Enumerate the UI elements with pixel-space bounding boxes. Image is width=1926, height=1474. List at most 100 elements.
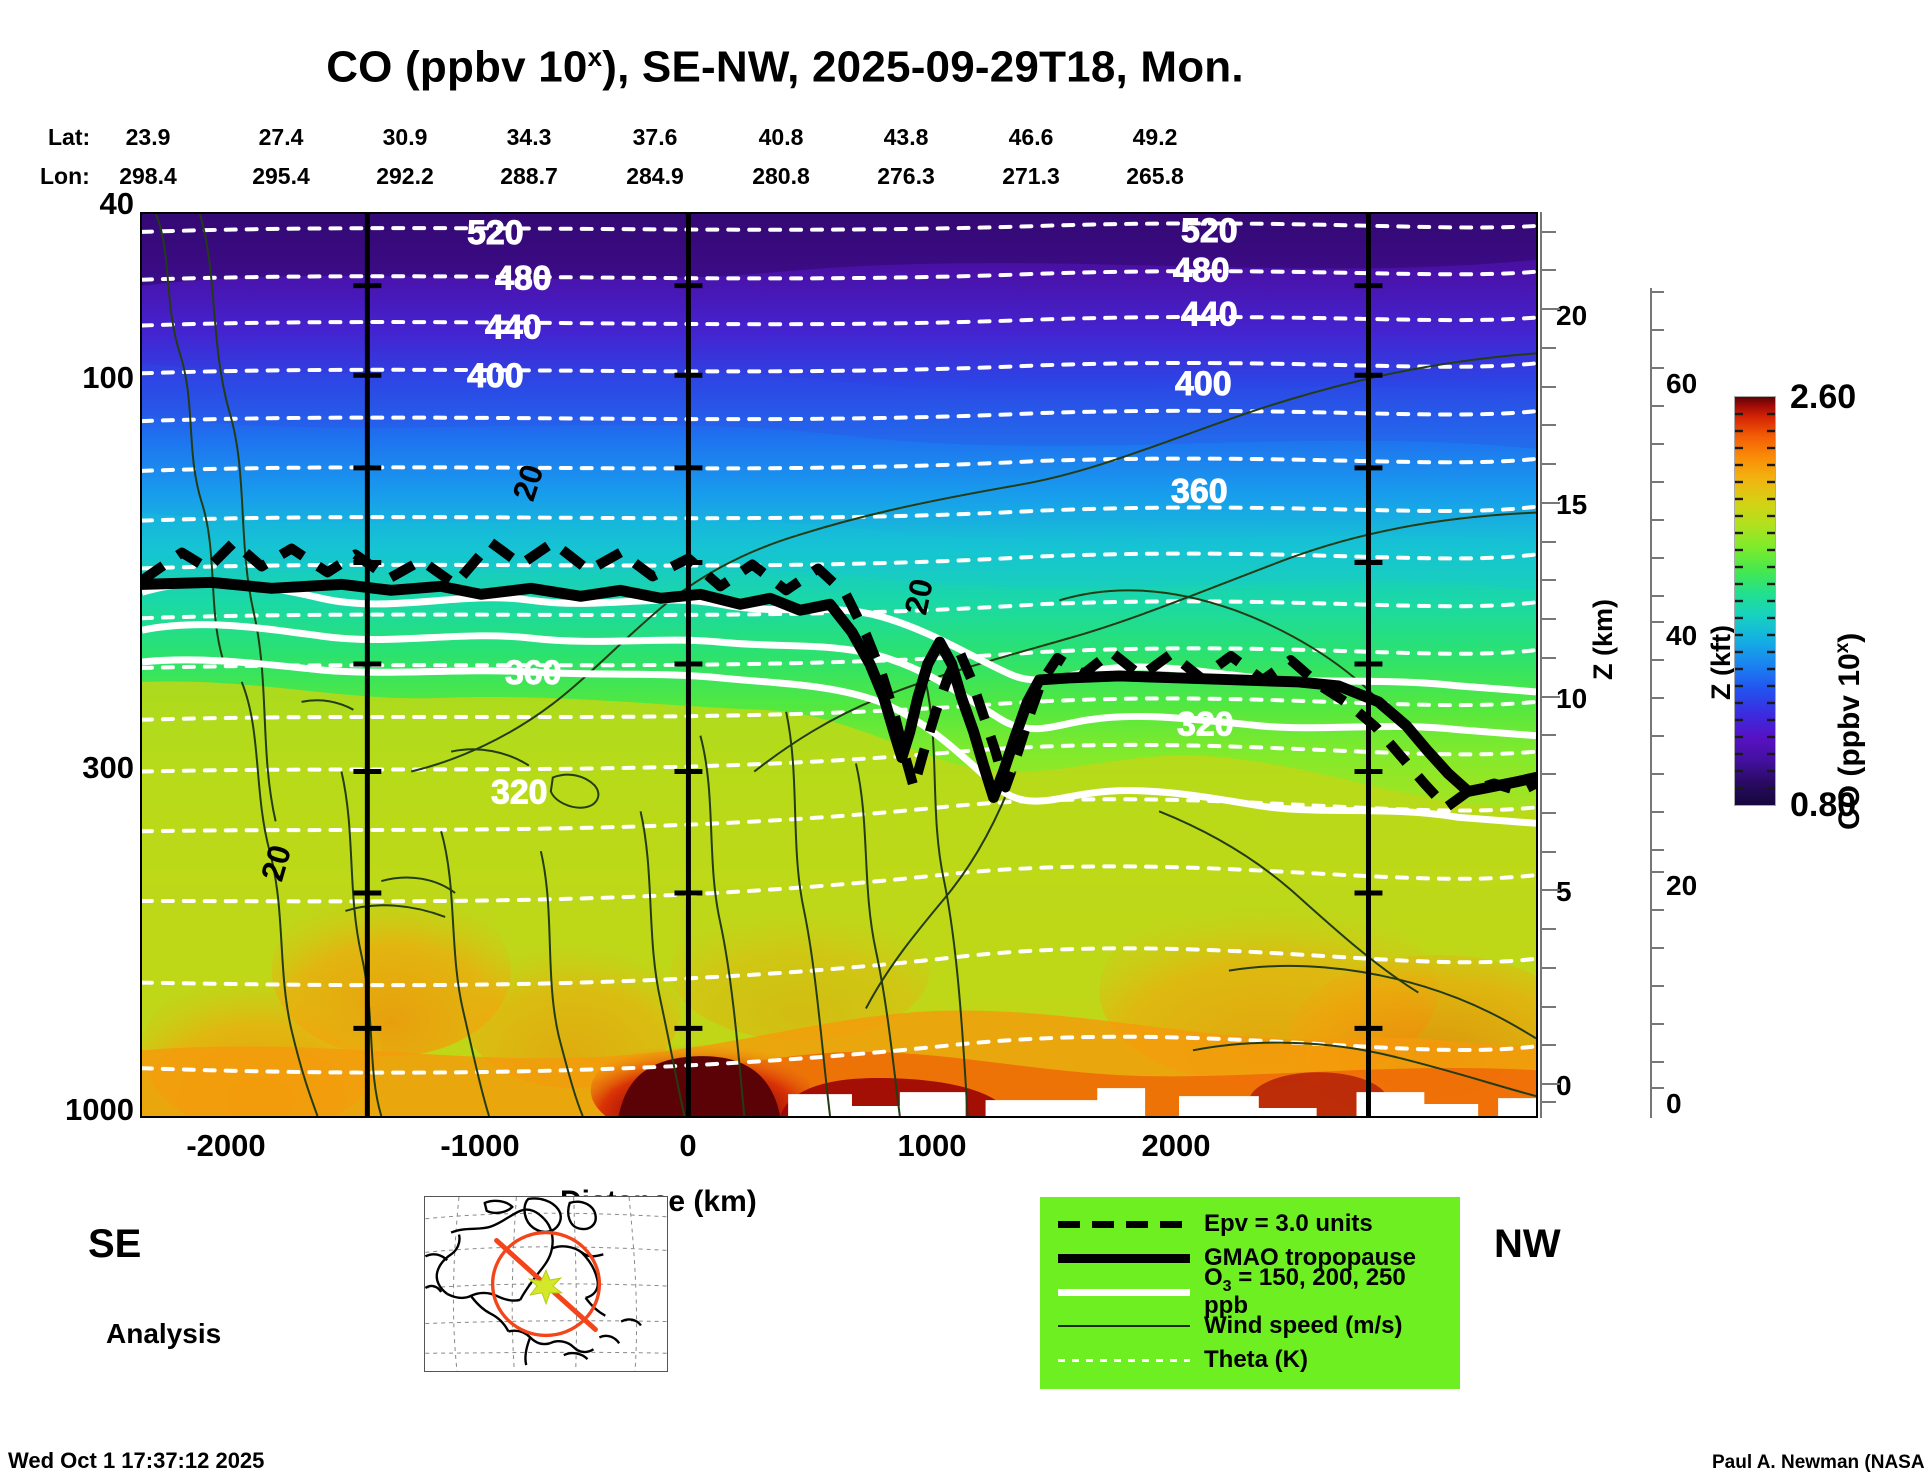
y-axis-tick-label: 100 [82, 360, 134, 395]
co-warm-pocket [461, 932, 681, 1089]
lat-label: Lat: [48, 124, 91, 150]
z-km-tick-label: 10 [1556, 683, 1588, 714]
z-kft-tick-label: 20 [1666, 870, 1698, 901]
analysis-label: Analysis [106, 1318, 222, 1349]
lon-value: 280.8 [752, 163, 810, 189]
x-axis-tick-label: -1000 [440, 1128, 520, 1163]
legend-label: GMAO tropopause [1204, 1244, 1417, 1271]
z-kft-tick-label: 0 [1666, 1088, 1682, 1119]
wind-label: 20 [897, 576, 940, 618]
co-band [142, 363, 1536, 449]
terrain-gap [1179, 1096, 1317, 1116]
terrain-gap [1498, 1098, 1536, 1116]
z-kft-tick-label: 60 [1666, 368, 1698, 399]
x-axis-tick-label: 1000 [897, 1128, 967, 1163]
dotted-line-icon [1054, 1349, 1194, 1371]
theta-label: 520 [467, 214, 524, 252]
legend-label: Epv = 3.0 units [1204, 1210, 1373, 1237]
epv-contour-line [142, 537, 1536, 813]
theta-label: 440 [1181, 296, 1238, 334]
lon-value: 265.8 [1126, 163, 1184, 189]
x-axis-tick-label: 0 [679, 1128, 697, 1163]
legend-label: Wind speed (m/s) [1204, 1312, 1403, 1339]
direction-label-nw: NW [1494, 1222, 1561, 1266]
lon-value: 271.3 [1002, 163, 1060, 189]
lat-row: Lat: 23.9 27.4 30.9 34.3 37.6 40.8 43.8 … [0, 124, 1560, 150]
terrain-gap [985, 1088, 1146, 1116]
lon-value: 276.3 [877, 163, 935, 189]
reference-line-ticks [353, 283, 1383, 1031]
theta-label: 400 [1175, 365, 1232, 403]
theta-label: 520 [1181, 214, 1238, 250]
colorbar-min-label: 0.80 [1790, 786, 1857, 824]
y-axis-tick-label: 300 [82, 750, 134, 785]
x-axis-tick-label: -2000 [186, 1128, 266, 1163]
z-kft-axis-label: Z (kft) [1706, 625, 1736, 700]
lat-value: 34.3 [506, 124, 552, 150]
z-km-tick-label: 20 [1556, 300, 1588, 331]
title-suffix: ), SE-NW, 2025-09-29T18, Mon. [602, 42, 1244, 92]
z-km-tick-label: 0 [1556, 1070, 1572, 1101]
credit-label: Paul A. Newman (NASA [1712, 1452, 1925, 1473]
generation-timestamp: Wed Oct 1 17:37:12 2025 [8, 1448, 265, 1473]
white-line-icon [1054, 1281, 1194, 1303]
page-title: CO (ppbv 10x), SE-NW, 2025-09-29T18, Mon… [0, 42, 1570, 93]
legend-label: O3 = 150, 200, 250 ppb [1204, 1263, 1406, 1320]
terrain-gap [1356, 1092, 1479, 1116]
z-kft-tick-label: 40 [1666, 620, 1698, 651]
dashed-line-icon [1054, 1213, 1194, 1235]
theta-label: 320 [491, 773, 548, 811]
theta-label: 480 [495, 260, 552, 298]
lat-value: 40.8 [758, 124, 804, 150]
inset-location-map[interactable] [424, 1196, 668, 1372]
z-km-axis-line [1540, 212, 1542, 1118]
lat-value: 30.9 [382, 124, 428, 150]
thick-line-icon [1054, 1247, 1194, 1269]
legend-row-wind: Wind speed (m/s) [1054, 1309, 1448, 1343]
lon-value: 298.4 [119, 163, 177, 189]
terrain-gap [788, 1092, 966, 1116]
colorbar-max-label: 2.60 [1790, 378, 1857, 416]
location-star-icon [527, 1268, 564, 1306]
co-contour-field: 520 480 440 400 360 320 520 480 440 400 … [142, 214, 1536, 1116]
lon-row: Lon: 298.4 295.4 292.2 288.7 284.9 280.8… [0, 163, 1560, 189]
lat-value: 49.2 [1132, 124, 1178, 150]
inset-map-graphic [425, 1197, 667, 1371]
co-plume-core [1248, 1072, 1389, 1116]
theta-label: 400 [467, 357, 524, 395]
lon-label: Lon: [40, 163, 90, 189]
co-band [142, 512, 1536, 591]
legend-box: Epv = 3.0 units GMAO tropopause O3 = 150… [1040, 1197, 1460, 1389]
lat-value: 43.8 [883, 124, 929, 150]
colorbar [1734, 396, 1776, 806]
theta-label: 360 [505, 654, 562, 692]
lon-value: 295.4 [252, 163, 310, 189]
legend-row-theta: Theta (K) [1054, 1343, 1448, 1377]
secondary-axis-ticks [1540, 231, 1664, 1103]
theta-contour-labels: 520 480 440 400 360 320 520 480 440 400 … [467, 214, 1238, 812]
theta-label: 360 [1171, 473, 1228, 511]
lat-value: 23.9 [125, 124, 171, 150]
gmao-tropopause-line [142, 576, 1536, 803]
theta-label: 320 [1177, 706, 1234, 744]
cross-section-plot[interactable]: 520 480 440 400 360 320 520 480 440 400 … [140, 212, 1538, 1118]
legend-row-tropopause: GMAO tropopause [1054, 1241, 1448, 1275]
colorbar-gradient [1735, 397, 1775, 805]
legend-label: Theta (K) [1204, 1346, 1308, 1373]
direction-label-se: SE [88, 1222, 142, 1266]
theta-label: 440 [485, 308, 542, 346]
z-kft-axis-line [1650, 288, 1652, 1118]
lat-value: 46.6 [1008, 124, 1054, 150]
colorbar-axis-label: CO (ppbv 10x) [1832, 632, 1866, 830]
z-km-tick-label: 5 [1556, 876, 1572, 907]
legend-row-epv: Epv = 3.0 units [1054, 1207, 1448, 1241]
legend-row-ozone: O3 = 150, 200, 250 ppb [1054, 1265, 1448, 1318]
thin-line-icon [1054, 1315, 1194, 1337]
x-axis-tick-label: 2000 [1141, 1128, 1211, 1163]
title-exponent: x [587, 42, 603, 72]
y-axis-tick-label: 1000 [65, 1092, 134, 1127]
z-km-tick-label: 15 [1556, 489, 1588, 520]
lon-value: 284.9 [626, 163, 684, 189]
lat-value: 37.6 [632, 124, 678, 150]
title-prefix: CO (ppbv 10 [326, 42, 588, 92]
